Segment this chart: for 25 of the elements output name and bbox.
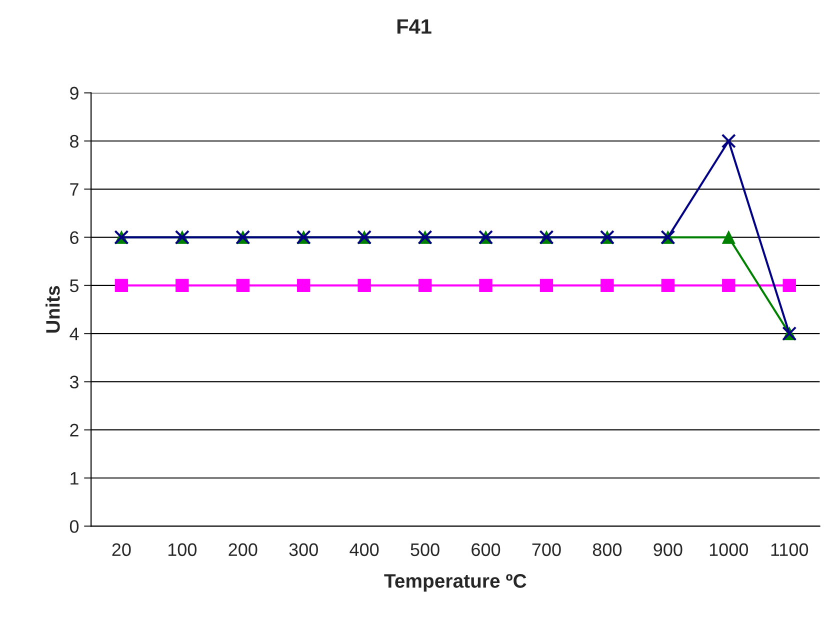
y-tick-label: 4 [70, 328, 79, 340]
chart-title: F41 [397, 19, 432, 34]
x-tick-label: 1100 [771, 543, 808, 556]
x-axis-title: Temperature ºC [384, 574, 526, 592]
y-tick-label: 7 [70, 183, 78, 196]
y-tick-label: 2 [70, 424, 78, 436]
y-tick-label: 6 [70, 231, 78, 244]
y-tick-label: 1 [70, 472, 78, 485]
x-tick-label: 500 [410, 543, 440, 556]
x-tick-label: 200 [228, 543, 258, 556]
y-tick-label: 0 [70, 520, 79, 533]
y-axis-title: Units [46, 286, 60, 333]
x-tick-label: 600 [472, 543, 500, 556]
y-tick-label: 3 [70, 376, 78, 388]
y-tick-label: 9 [70, 86, 78, 100]
x-tick-label: 300 [289, 543, 318, 556]
x-tick-label: 100 [168, 543, 197, 556]
y-tick-label: 5 [70, 280, 79, 292]
x-tick-label: 20 [112, 543, 131, 556]
x-tick-label: 800 [592, 543, 622, 556]
x-tick-label: 400 [350, 543, 379, 556]
x-tick-label: 700 [532, 543, 561, 556]
x-tick-label: 900 [654, 543, 682, 556]
y-tick-label: 8 [70, 134, 78, 148]
x-tick-label: 1000 [710, 543, 748, 556]
